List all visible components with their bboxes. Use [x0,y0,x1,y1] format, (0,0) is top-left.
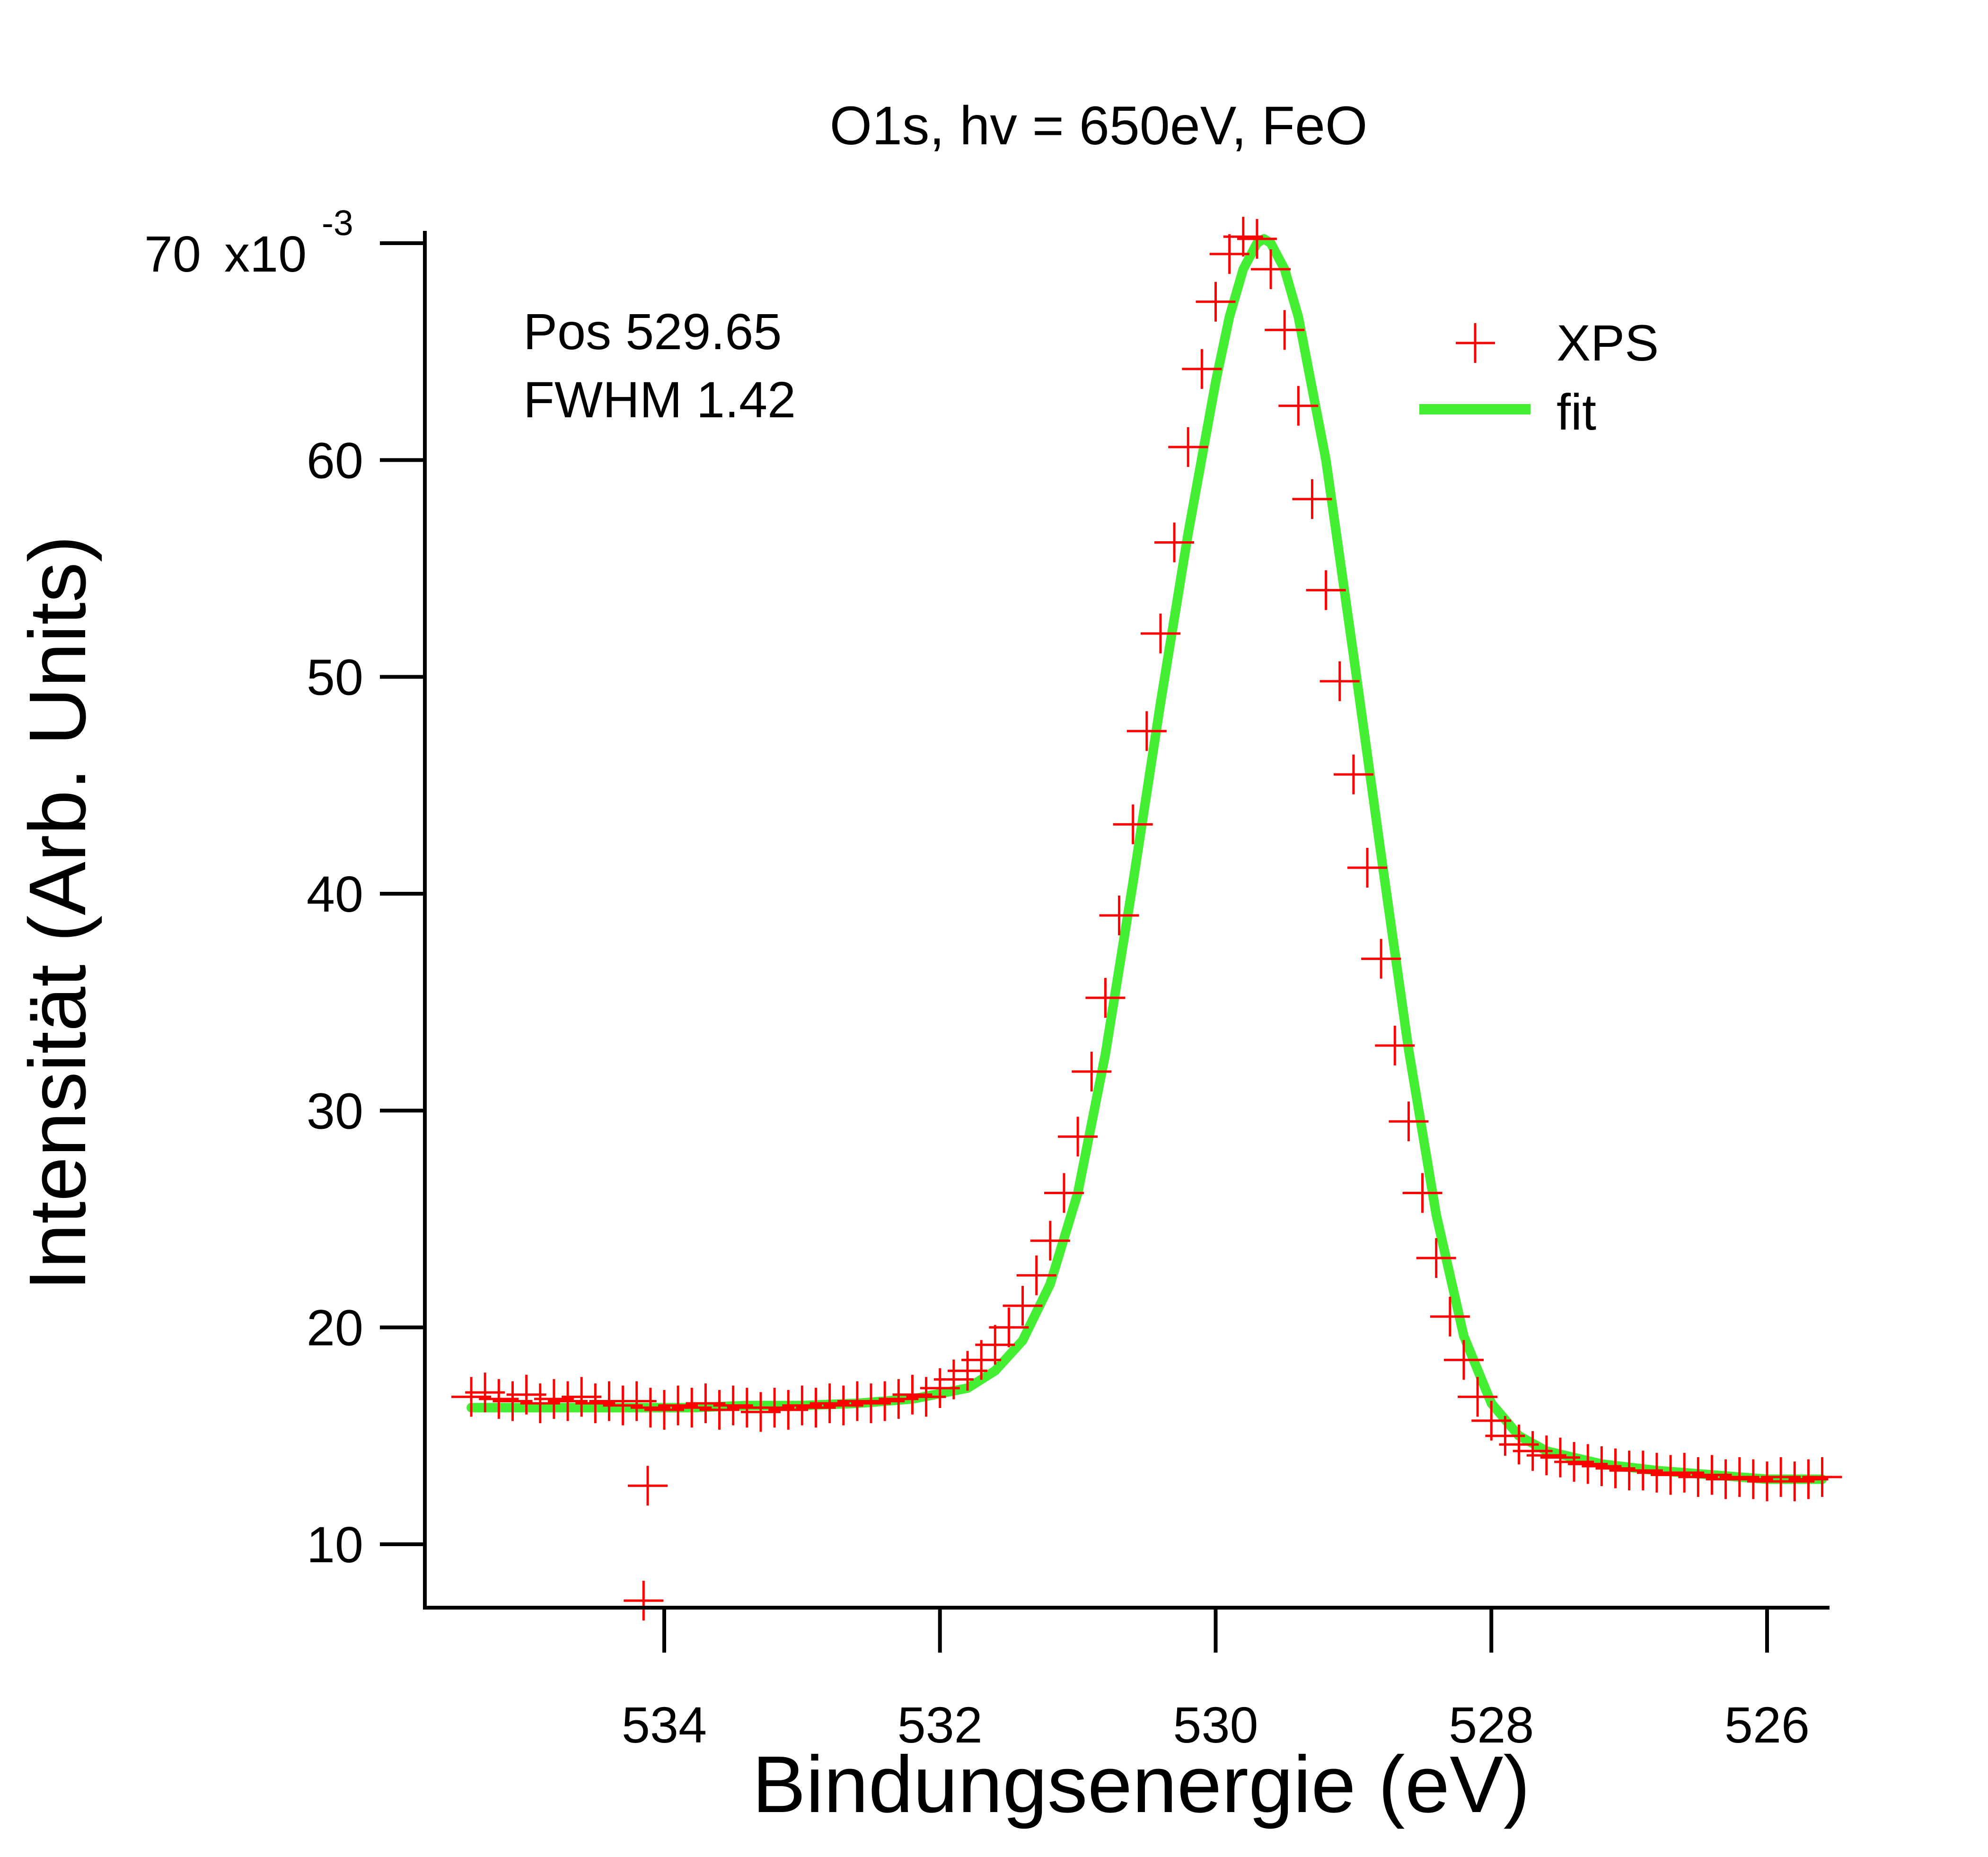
annotation-fwhm: FWHM 1.42 [523,371,796,428]
xps-point [1072,1051,1112,1091]
y-tick-label: 10 [307,1516,363,1573]
x-ticks: 534 532 530 528 526 [622,1608,1810,1753]
x-tick-label: 532 [897,1696,983,1753]
y-tick-label: 30 [307,1082,363,1139]
xps-point [1237,219,1277,259]
y-tick-label: 20 [307,1299,363,1356]
legend-marker-xps [1456,323,1495,363]
y-tick-label: 40 [307,865,363,923]
y-tick-label-top: 70 [144,225,201,282]
xps-point [1458,1377,1498,1417]
xps-point [1292,479,1332,519]
xps-point [1154,522,1195,563]
xps-point [1140,614,1180,653]
xps-point [1168,427,1208,467]
xps-point [1196,282,1236,322]
x-axis-title: Bindungsenergie (eV) [752,1740,1530,1830]
xps-point [1182,349,1222,389]
axes: 534 532 530 528 526 10 20 30 40 50 60 [307,231,1830,1753]
xps-point [1251,249,1291,289]
y-tick-label: 50 [307,649,363,706]
x-tick-label: 526 [1724,1696,1810,1753]
x-tick-label: 534 [622,1696,707,1753]
legend: XPS fit [1419,314,1659,440]
xps-point [1265,310,1305,350]
xps-point [628,1466,668,1506]
xps-point [1126,711,1167,751]
y-multiplier-exponent: -3 [322,203,353,243]
xps-point [1030,1221,1070,1261]
xps-point [1058,1117,1098,1157]
xps-point [1306,570,1346,610]
y-axis-title: Intensität (Arb. Units) [13,536,103,1291]
xps-point [1402,1173,1443,1213]
legend-label-fit: fit [1557,383,1596,440]
x-tick-label: 528 [1449,1696,1534,1753]
y-tick-label: 60 [307,431,363,489]
xps-point [1802,1457,1842,1497]
xps-point [1319,661,1360,701]
y-ticks: 10 20 30 40 50 60 [307,241,425,1573]
y-axis-multiplier: 70 x10 -3 [144,203,353,282]
chart-title: O1s, hv = 650eV, FeO [830,96,1368,156]
xps-point [1361,939,1401,979]
xps-point [989,1307,1029,1347]
legend-label-xps: XPS [1557,314,1659,371]
xps-point [1016,1255,1056,1295]
xps-point [1443,1340,1484,1380]
xps-point [1099,895,1139,935]
xps-point [1375,1025,1415,1065]
xps-series [451,217,1842,1621]
xps-point [1044,1173,1084,1213]
x-tick-label: 530 [1173,1696,1258,1753]
xps-point [1347,848,1388,888]
xps-point [1416,1238,1456,1278]
xps-point [624,1581,664,1621]
xps-point [1389,1101,1429,1142]
xps-point [1113,804,1153,845]
xps-point [1430,1296,1470,1337]
xps-point [1003,1285,1043,1326]
annotation-position: Pos 529.65 [523,303,782,360]
plot-area [451,217,1842,1621]
y-multiplier-label: x10 [224,225,307,282]
xps-point [1085,978,1126,1018]
xps-point [1278,386,1319,426]
annotations: Pos 529.65 FWHM 1.42 [523,303,796,428]
xps-point [1333,754,1373,794]
